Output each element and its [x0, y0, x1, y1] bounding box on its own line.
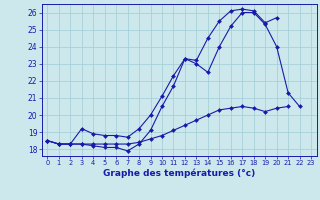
X-axis label: Graphe des températures (°c): Graphe des températures (°c) [103, 169, 255, 178]
